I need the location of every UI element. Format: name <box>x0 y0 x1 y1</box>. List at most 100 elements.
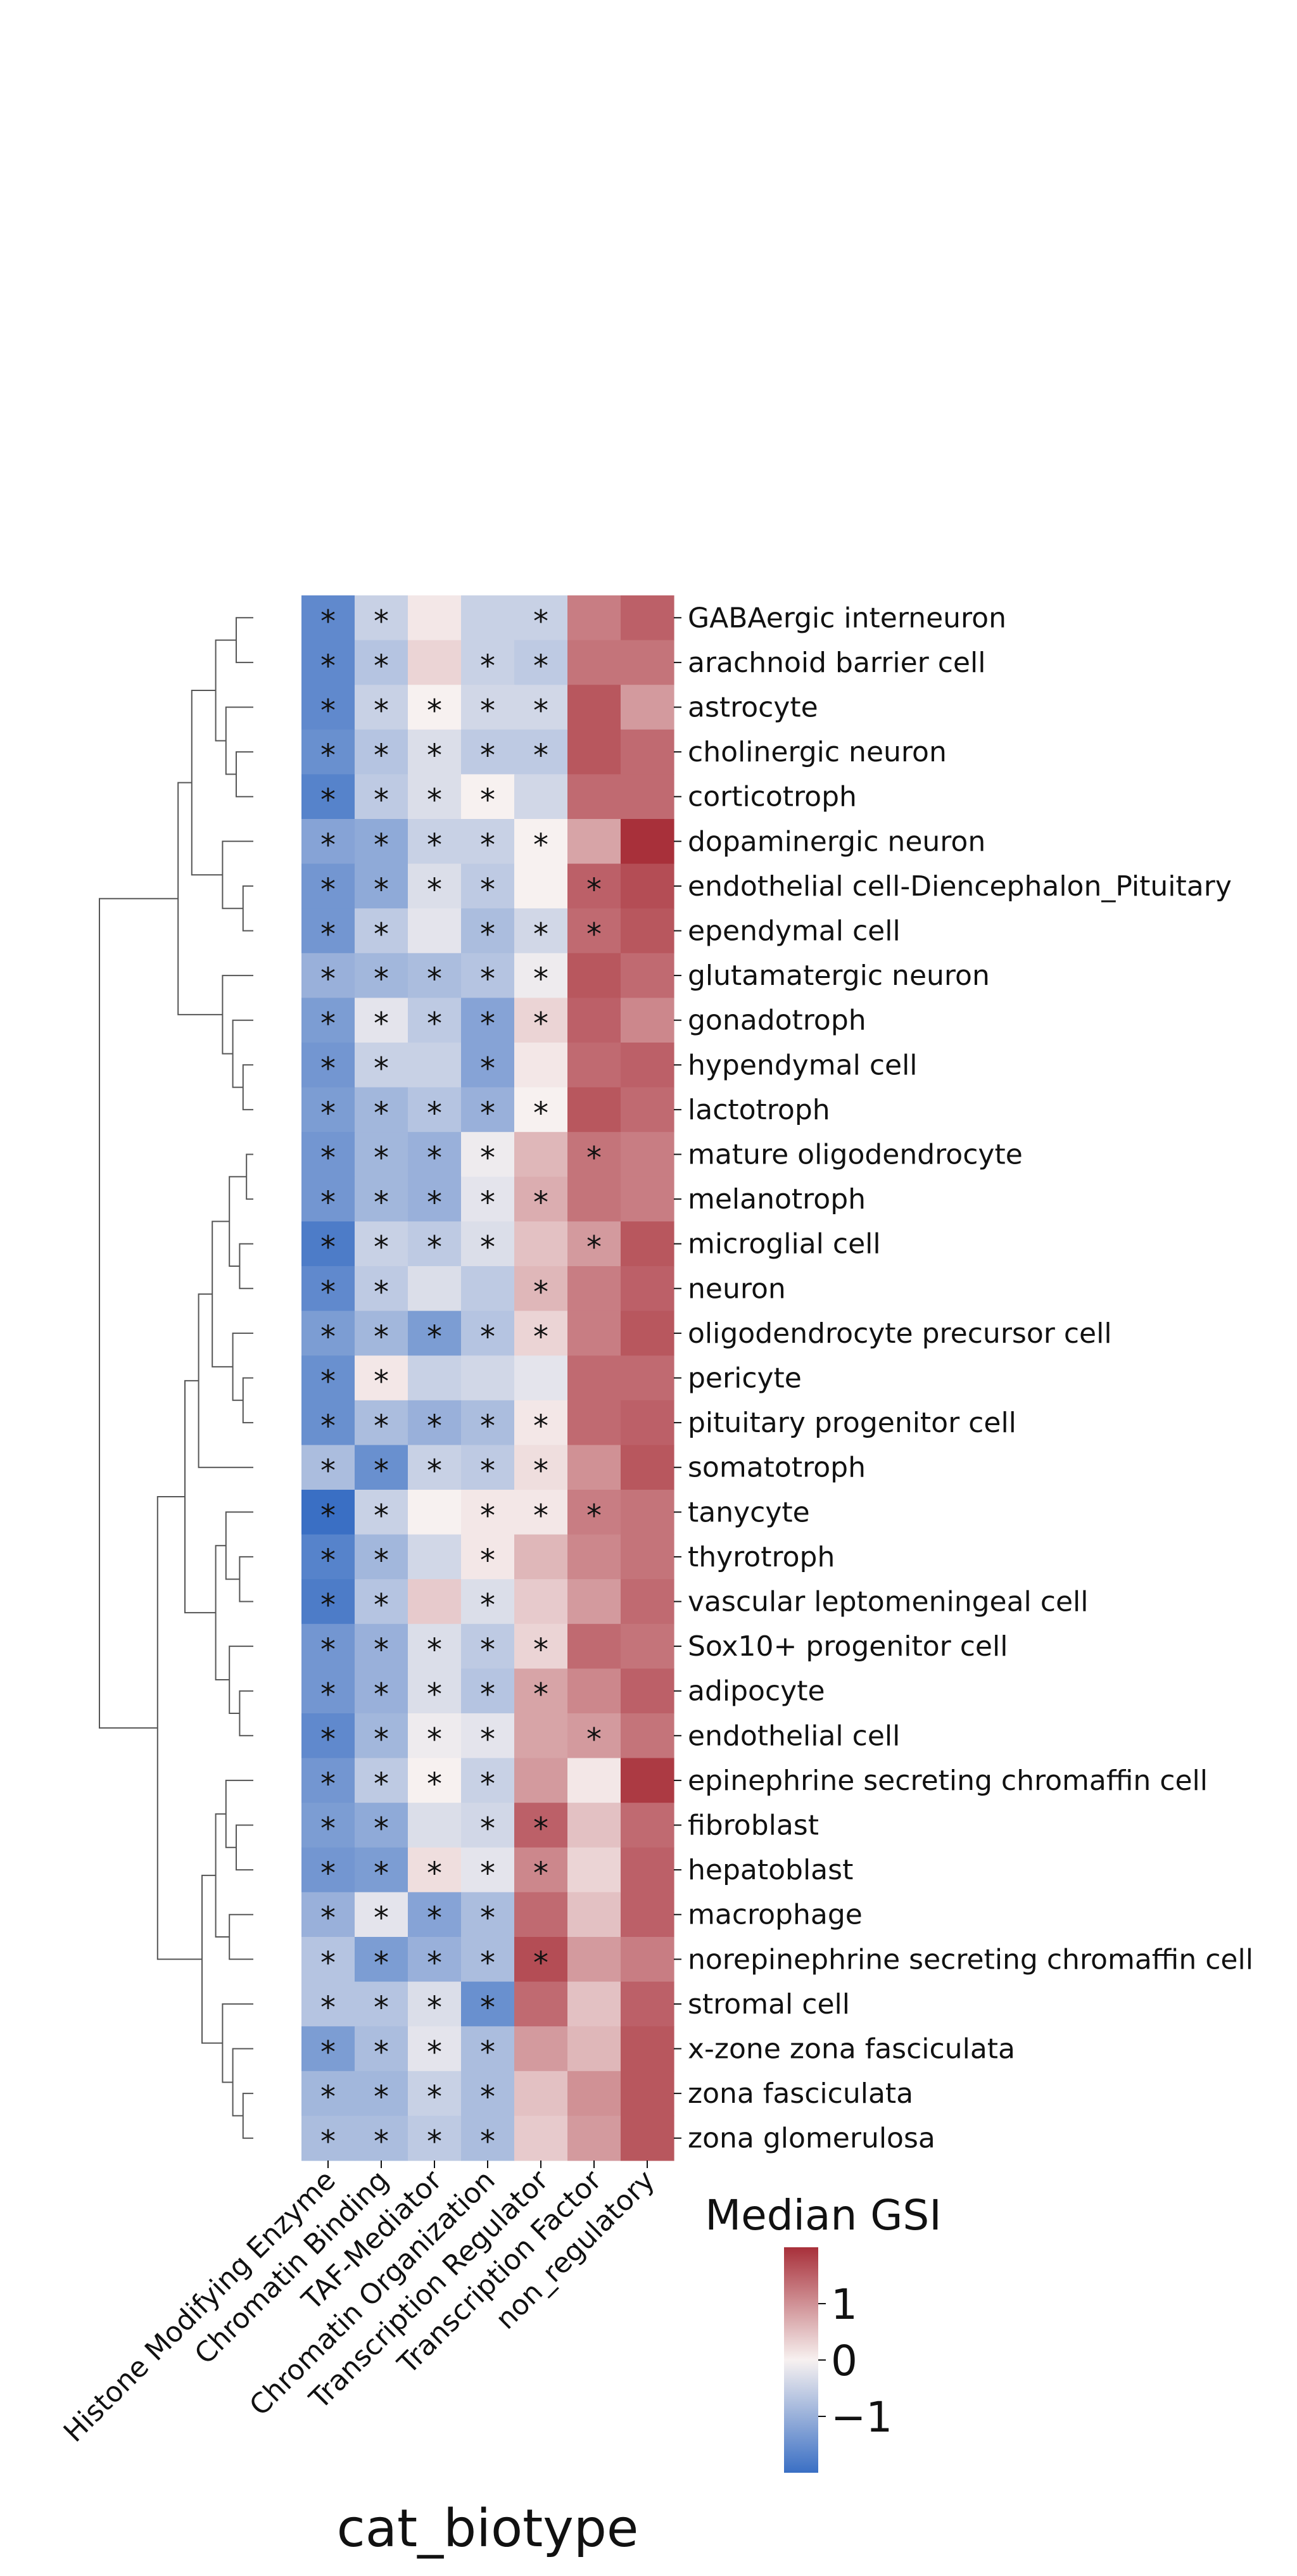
heatmap-cell <box>355 1668 408 1714</box>
significance-marker: * <box>427 872 442 908</box>
heatmap-cell <box>355 685 408 730</box>
significance-marker: * <box>427 827 442 863</box>
significance-marker: * <box>427 1722 442 1757</box>
heatmap-cell <box>461 1892 515 1938</box>
row-label: neuron <box>688 1272 786 1305</box>
significance-marker: * <box>374 783 389 818</box>
dendrogram-link <box>99 898 179 1729</box>
heatmap-cell <box>408 908 462 954</box>
row-label: microglial cell <box>688 1228 881 1260</box>
heatmap-cell <box>621 729 674 775</box>
heatmap-cell <box>301 595 355 641</box>
heatmap-cell <box>621 2071 674 2116</box>
significance-marker: * <box>374 2035 389 2071</box>
heatmap-cell <box>514 1490 568 1535</box>
heatmap-cell <box>301 1668 355 1714</box>
heatmap-cell <box>461 1847 515 1893</box>
heatmap-cell <box>408 1221 462 1267</box>
heatmap-cell <box>301 1803 355 1848</box>
significance-marker: * <box>374 1230 389 1266</box>
heatmap-cell <box>514 1176 568 1222</box>
heatmap-cell <box>461 685 515 730</box>
significance-marker: * <box>320 1364 336 1400</box>
heatmap-cell <box>408 1266 462 1312</box>
significance-marker: * <box>427 1185 442 1221</box>
significance-marker: * <box>374 1543 389 1578</box>
significance-markers: * * * * * * * * * * * * * * * * * * * * * * * * * * * * * * * * * * * * * * * *… <box>320 604 602 2159</box>
colorbar-tick-label: 1 <box>831 2280 857 2329</box>
heatmap-cell <box>514 1623 568 1669</box>
heatmap-cell <box>621 1400 674 1445</box>
heatmap-cell <box>408 863 462 909</box>
heatmap-cell <box>567 2116 621 2161</box>
heatmap-cell <box>567 1534 621 1580</box>
heatmap-cell <box>461 1668 515 1714</box>
heatmap-cell <box>621 1713 674 1759</box>
heatmap-cell <box>567 1445 621 1490</box>
heatmap-cell <box>514 1310 568 1356</box>
significance-marker: * <box>427 694 442 729</box>
significance-marker: * <box>320 1722 336 1757</box>
significance-marker: * <box>374 1767 389 1802</box>
significance-marker: * <box>480 1230 495 1266</box>
heatmap-cell <box>461 2116 515 2161</box>
significance-marker: * <box>320 604 336 639</box>
heatmap-cell <box>355 1713 408 1759</box>
heatmap-cell <box>355 1623 408 1669</box>
significance-marker: * <box>374 1185 389 1221</box>
significance-marker: * <box>320 1856 336 1891</box>
significance-marker: * <box>427 1767 442 1802</box>
row-label: endothelial cell-Diencephalon_Pituitary <box>688 870 1232 903</box>
significance-marker: * <box>480 2035 495 2071</box>
significance-marker: * <box>374 2079 389 2115</box>
significance-marker: * <box>374 1945 389 1981</box>
significance-marker: * <box>533 1185 548 1221</box>
heatmap-cell <box>567 953 621 998</box>
heatmap-cell <box>408 953 462 998</box>
significance-marker: * <box>427 783 442 818</box>
heatmap-cell <box>514 819 568 865</box>
heatmap-cell <box>461 1043 515 1088</box>
significance-marker: * <box>533 1274 548 1310</box>
heatmap-cell <box>461 1713 515 1759</box>
significance-marker: * <box>374 2124 389 2160</box>
heatmap-cell <box>408 1623 462 1669</box>
heatmap-cell <box>621 1132 674 1177</box>
significance-marker: * <box>320 2079 336 2115</box>
heatmap-cell <box>514 1937 568 1983</box>
heatmap-cell <box>408 1803 462 1848</box>
significance-marker: * <box>533 1409 548 1444</box>
heatmap-cell <box>567 1847 621 1893</box>
dendrogram-link <box>215 1813 230 1938</box>
significance-marker: * <box>427 1856 442 1891</box>
heatmap-cell <box>408 685 462 730</box>
heatmap-cell <box>355 1981 408 2027</box>
significance-marker: * <box>374 604 389 639</box>
heatmap-cell <box>355 1534 408 1580</box>
heatmap-cell <box>408 1579 462 1625</box>
heatmap-cell <box>567 1668 621 1714</box>
row-label: zona fasciculata <box>688 2078 913 2110</box>
heatmap-cell <box>301 1534 355 1580</box>
significance-marker: * <box>480 1767 495 1802</box>
heatmap-cell <box>567 1132 621 1177</box>
heatmap-cell <box>567 1221 621 1267</box>
heatmap-cell <box>301 685 355 730</box>
dendrogram-link <box>156 1496 202 1960</box>
heatmap-cell <box>408 595 462 641</box>
significance-marker: * <box>480 1006 495 1042</box>
heatmap-cell <box>461 1803 515 1848</box>
heatmap-cell <box>567 1623 621 1669</box>
heatmap-cell <box>301 640 355 685</box>
significance-marker: * <box>480 1856 495 1891</box>
significance-marker: * <box>427 1677 442 1713</box>
row-label: zona glomerulosa <box>688 2122 935 2155</box>
significance-marker: * <box>480 1185 495 1221</box>
heatmap-cell <box>621 1490 674 1535</box>
row-label: macrophage <box>688 1899 863 1931</box>
significance-marker: * <box>427 1454 442 1489</box>
significance-marker: * <box>427 1319 442 1355</box>
dendrogram-link <box>242 1064 253 1110</box>
heatmap-cell <box>461 953 515 998</box>
heatmap-cell <box>461 1534 515 1580</box>
